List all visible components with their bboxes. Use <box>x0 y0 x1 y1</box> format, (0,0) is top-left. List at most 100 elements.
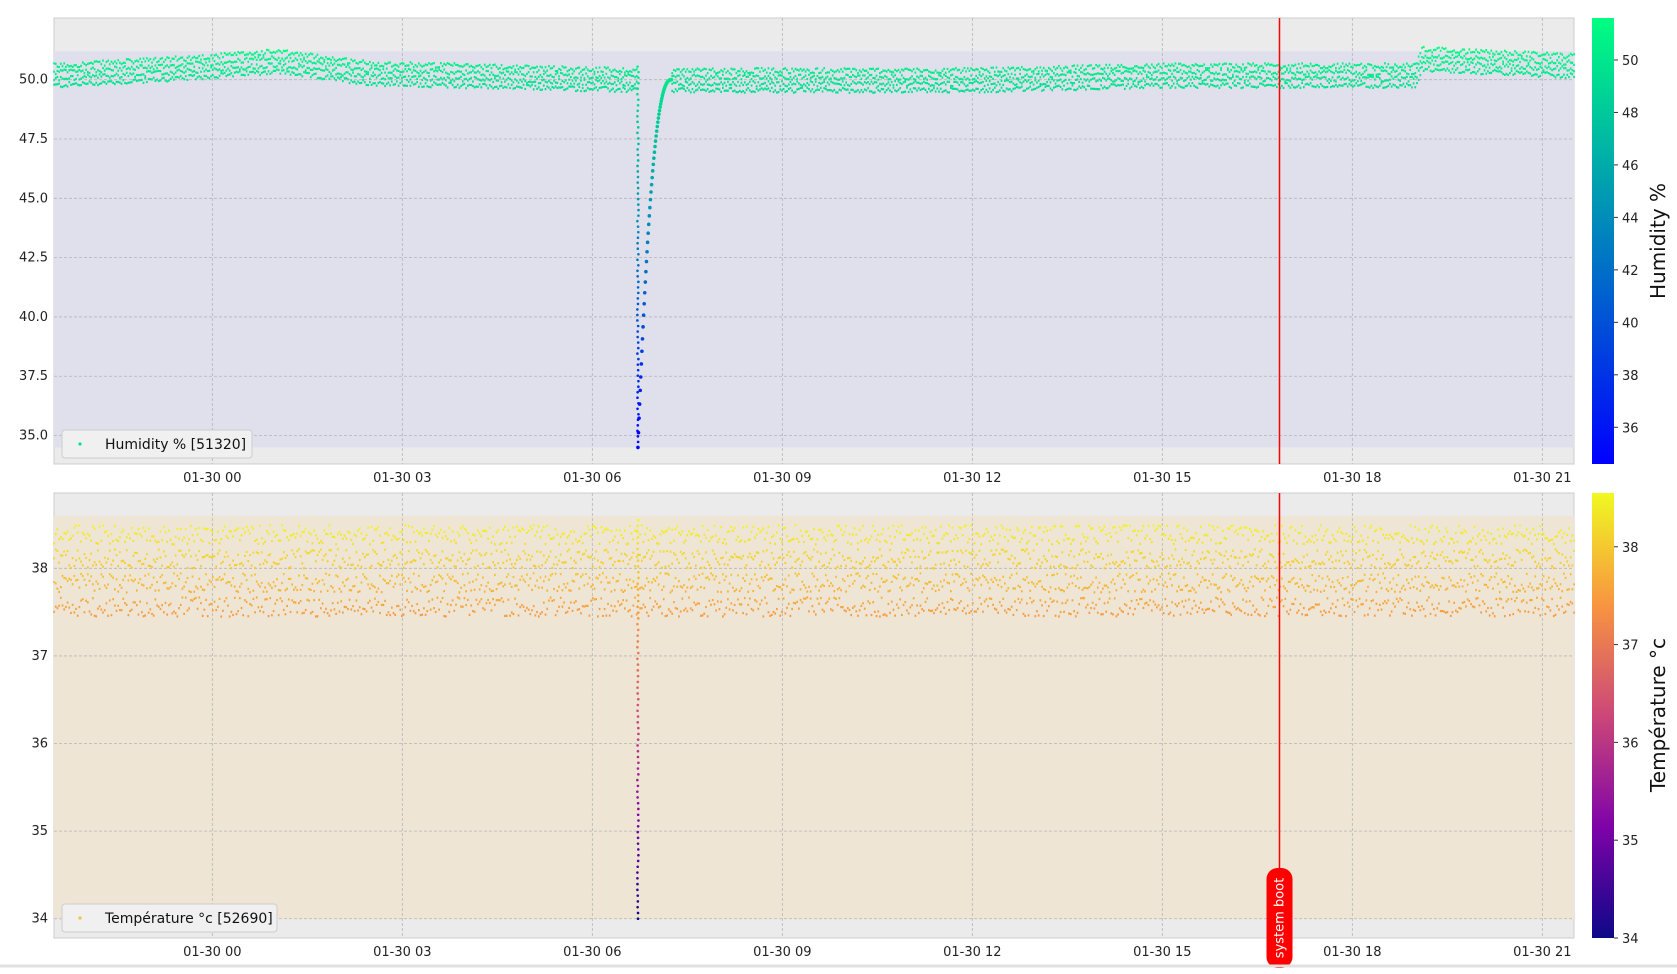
data-point <box>994 82 996 84</box>
data-point <box>209 70 211 72</box>
data-point <box>1536 73 1538 75</box>
data-point <box>871 68 873 70</box>
data-point <box>1197 64 1199 66</box>
data-point <box>1320 77 1322 79</box>
data-point <box>1467 69 1469 71</box>
data-point <box>1394 63 1396 65</box>
data-point <box>1141 73 1143 75</box>
data-point <box>160 576 162 578</box>
data-point <box>629 70 631 72</box>
data-point <box>149 587 151 589</box>
data-point <box>779 88 781 90</box>
data-point <box>1137 83 1139 85</box>
data-point <box>80 65 82 67</box>
data-point <box>87 71 89 73</box>
data-point <box>916 68 918 70</box>
data-point <box>350 589 352 591</box>
data-point <box>497 68 499 70</box>
data-point <box>996 84 998 86</box>
data-point <box>474 566 476 568</box>
data-point <box>283 60 285 62</box>
data-point <box>1202 80 1204 82</box>
data-point <box>1283 78 1285 80</box>
data-point <box>362 539 364 541</box>
data-point <box>1251 71 1253 73</box>
data-point <box>795 75 797 77</box>
data-point <box>774 71 776 73</box>
data-point <box>1440 50 1442 52</box>
data-point <box>739 85 741 87</box>
data-point <box>584 533 586 535</box>
data-point <box>332 64 334 66</box>
data-point <box>1349 70 1351 72</box>
data-point <box>1195 63 1197 65</box>
data-point <box>1381 66 1383 68</box>
data-point <box>486 530 488 532</box>
data-point <box>176 528 178 530</box>
data-point <box>281 524 283 526</box>
data-point <box>1095 88 1097 90</box>
data-point <box>1148 83 1150 85</box>
data-point <box>538 86 540 88</box>
data-point <box>426 610 428 612</box>
data-point <box>523 78 525 80</box>
data-point <box>175 554 177 556</box>
data-point <box>1463 71 1465 73</box>
data-point <box>55 73 57 75</box>
data-point <box>475 77 477 79</box>
legend[interactable]: Humidity % [51320] <box>62 430 252 458</box>
data-point <box>340 65 342 67</box>
data-point <box>918 87 920 89</box>
data-point <box>1242 70 1244 72</box>
data-point <box>180 75 182 77</box>
data-point <box>1379 77 1381 79</box>
data-point <box>97 69 99 71</box>
data-point <box>102 566 104 568</box>
data-point <box>345 537 347 539</box>
data-point <box>1305 73 1307 75</box>
data-point <box>131 60 133 62</box>
data-point <box>506 86 508 88</box>
data-point <box>465 87 467 89</box>
data-point <box>1246 76 1248 78</box>
data-point <box>832 81 834 83</box>
data-point <box>494 64 496 66</box>
data-point <box>337 64 339 66</box>
data-point <box>1367 63 1369 65</box>
data-point <box>1453 57 1455 59</box>
data-point <box>563 74 565 76</box>
data-point <box>200 76 202 78</box>
data-point <box>621 91 623 93</box>
data-point <box>528 71 530 73</box>
data-point <box>102 59 104 61</box>
data-point <box>556 610 558 612</box>
data-point <box>339 610 341 612</box>
data-point <box>440 84 442 86</box>
data-point <box>1384 86 1386 88</box>
data-point <box>1190 79 1192 81</box>
data-point <box>1004 69 1006 71</box>
data-point <box>286 605 288 607</box>
data-point <box>241 607 243 609</box>
data-point <box>168 66 170 68</box>
data-point <box>584 584 586 586</box>
data-point <box>636 242 639 245</box>
data-point <box>425 614 427 616</box>
data-point <box>190 591 192 593</box>
data-point <box>442 71 444 73</box>
data-point <box>844 77 846 79</box>
data-point <box>219 576 221 578</box>
data-point <box>131 527 133 529</box>
data-point <box>1492 53 1494 55</box>
data-point <box>761 83 763 85</box>
data-point <box>95 542 97 544</box>
data-point <box>1240 67 1242 69</box>
data-point <box>1315 64 1317 66</box>
data-point <box>180 528 182 530</box>
data-point <box>489 527 491 529</box>
data-point <box>290 611 292 613</box>
data-point <box>1178 63 1180 65</box>
data-point <box>469 71 471 73</box>
data-point <box>207 528 209 530</box>
data-point <box>578 608 580 610</box>
